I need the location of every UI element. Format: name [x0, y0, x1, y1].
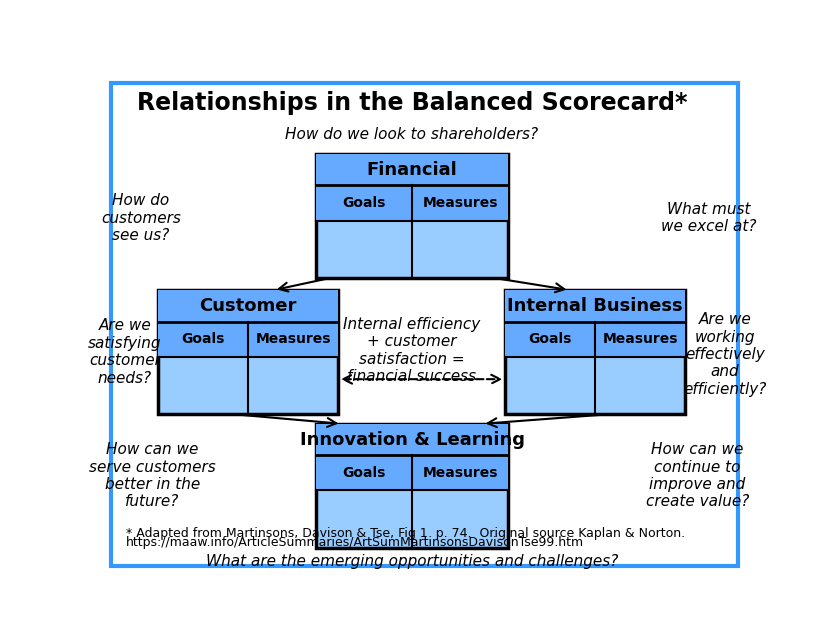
- Bar: [315, 424, 508, 455]
- Bar: [158, 290, 338, 414]
- Text: Measures: Measures: [422, 466, 498, 480]
- Text: Measures: Measures: [255, 332, 330, 346]
- Text: How can we
continue to
improve and
create value?: How can we continue to improve and creat…: [645, 442, 748, 509]
- Bar: [158, 290, 338, 322]
- Text: Are we
working
effectively
and
efficiently?: Are we working effectively and efficient…: [682, 312, 766, 397]
- Bar: [315, 154, 508, 278]
- Text: Innovation & Learning: Innovation & Learning: [299, 431, 524, 449]
- Text: What are the emerging opportunities and challenges?: What are the emerging opportunities and …: [205, 554, 618, 569]
- Text: Internal Business: Internal Business: [507, 297, 682, 315]
- Bar: [158, 322, 338, 357]
- Text: Relationships in the Balanced Scorecard*: Relationships in the Balanced Scorecard*: [137, 91, 686, 115]
- Text: How do we look to shareholders?: How do we look to shareholders?: [285, 127, 538, 141]
- Text: Internal efficiency
+ customer
satisfaction =
financial success: Internal efficiency + customer satisfact…: [343, 317, 480, 384]
- Text: Are we
satisfying
customer
needs?: Are we satisfying customer needs?: [88, 318, 161, 386]
- Text: Goals: Goals: [527, 332, 571, 346]
- Text: Goals: Goals: [342, 466, 385, 480]
- Text: Customer: Customer: [200, 297, 296, 315]
- Text: Financial: Financial: [366, 161, 457, 179]
- Text: * Adapted from Martinsons, Davison & Tse, Fig 1  p. 74.  Original source Kaplan : * Adapted from Martinsons, Davison & Tse…: [126, 527, 685, 540]
- Bar: [315, 154, 508, 185]
- Bar: [315, 185, 508, 221]
- Bar: [504, 322, 684, 357]
- Text: https://maaw.info/ArticleSummaries/ArtSumMartinsonsDavisonTse99.htm: https://maaw.info/ArticleSummaries/ArtSu…: [126, 536, 584, 548]
- Bar: [315, 455, 508, 491]
- Bar: [504, 290, 684, 322]
- Text: Goals: Goals: [181, 332, 224, 346]
- Text: What must
we excel at?: What must we excel at?: [660, 202, 756, 235]
- Text: How do
customers
see us?: How do customers see us?: [101, 194, 181, 243]
- Bar: [504, 290, 684, 414]
- Text: Goals: Goals: [342, 196, 385, 210]
- Text: Measures: Measures: [602, 332, 677, 346]
- Bar: [315, 424, 508, 548]
- Text: Measures: Measures: [422, 196, 498, 210]
- Text: How can we
serve customers
better in the
future?: How can we serve customers better in the…: [89, 442, 215, 509]
